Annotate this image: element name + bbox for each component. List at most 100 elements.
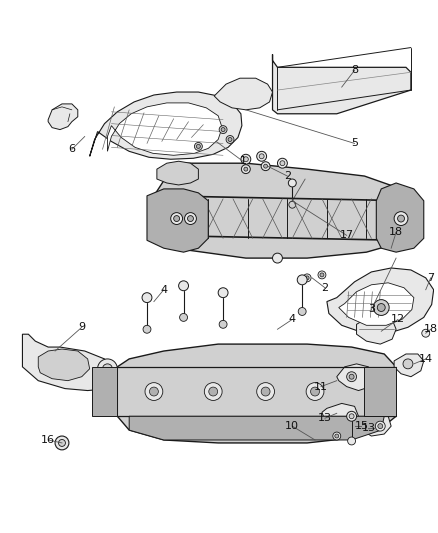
Text: 11: 11 — [314, 382, 328, 392]
Circle shape — [226, 135, 234, 143]
Polygon shape — [322, 403, 359, 426]
Circle shape — [318, 271, 326, 279]
Circle shape — [349, 414, 354, 419]
Circle shape — [306, 383, 324, 400]
Text: 5: 5 — [351, 139, 358, 148]
Circle shape — [209, 387, 218, 396]
Circle shape — [187, 215, 194, 222]
Circle shape — [277, 158, 287, 168]
Circle shape — [219, 126, 227, 134]
Text: 6: 6 — [68, 144, 75, 155]
Circle shape — [403, 359, 413, 369]
Polygon shape — [129, 416, 384, 440]
Circle shape — [272, 253, 283, 263]
Text: 18: 18 — [389, 228, 403, 237]
Polygon shape — [149, 163, 414, 258]
Circle shape — [174, 215, 180, 222]
Text: 16: 16 — [41, 435, 55, 445]
Polygon shape — [339, 283, 414, 325]
Circle shape — [378, 424, 383, 429]
Text: 17: 17 — [339, 230, 354, 240]
Circle shape — [261, 387, 270, 396]
Polygon shape — [117, 344, 396, 443]
Polygon shape — [38, 349, 90, 381]
Circle shape — [102, 364, 113, 374]
Polygon shape — [22, 334, 117, 391]
Polygon shape — [147, 189, 208, 252]
Polygon shape — [107, 103, 222, 155]
Text: 3: 3 — [368, 304, 375, 314]
Circle shape — [257, 383, 275, 400]
Text: 8: 8 — [351, 65, 358, 75]
Circle shape — [259, 154, 264, 159]
Circle shape — [275, 256, 280, 261]
Circle shape — [377, 304, 385, 311]
Text: 7: 7 — [427, 273, 434, 283]
Polygon shape — [364, 367, 396, 416]
Circle shape — [422, 329, 430, 337]
Circle shape — [298, 308, 306, 316]
Circle shape — [142, 293, 152, 303]
Circle shape — [375, 421, 385, 431]
Circle shape — [204, 383, 222, 400]
Circle shape — [346, 372, 357, 382]
Text: 4: 4 — [289, 314, 296, 325]
Polygon shape — [337, 364, 374, 391]
Circle shape — [171, 213, 183, 224]
Circle shape — [305, 276, 309, 280]
Circle shape — [348, 437, 356, 445]
Polygon shape — [394, 354, 424, 377]
Polygon shape — [92, 367, 117, 416]
Text: 13: 13 — [318, 413, 332, 423]
Circle shape — [244, 157, 248, 161]
Text: 18: 18 — [424, 324, 438, 334]
Text: 1: 1 — [240, 156, 246, 166]
Text: 15: 15 — [354, 421, 368, 431]
Circle shape — [241, 165, 250, 174]
Circle shape — [335, 434, 339, 438]
Circle shape — [149, 387, 159, 396]
Polygon shape — [90, 92, 242, 159]
Circle shape — [180, 313, 187, 321]
Text: 2: 2 — [321, 282, 328, 293]
Circle shape — [55, 436, 69, 450]
Polygon shape — [327, 268, 434, 333]
Circle shape — [346, 411, 357, 421]
Circle shape — [218, 288, 228, 297]
Circle shape — [288, 179, 296, 187]
Circle shape — [289, 201, 296, 208]
Circle shape — [228, 138, 232, 141]
Polygon shape — [157, 161, 198, 185]
Circle shape — [424, 331, 428, 335]
Circle shape — [59, 440, 65, 447]
Circle shape — [333, 432, 341, 440]
Polygon shape — [376, 183, 424, 252]
Circle shape — [297, 275, 307, 285]
Circle shape — [320, 273, 324, 277]
Circle shape — [394, 212, 408, 225]
Text: 12: 12 — [391, 314, 405, 325]
Circle shape — [398, 215, 404, 222]
Polygon shape — [48, 104, 78, 130]
Circle shape — [145, 383, 163, 400]
Circle shape — [194, 142, 202, 150]
Text: 9: 9 — [78, 322, 85, 332]
Circle shape — [196, 144, 200, 148]
Circle shape — [241, 155, 251, 164]
Text: 14: 14 — [419, 354, 433, 364]
Circle shape — [257, 151, 267, 161]
Circle shape — [303, 274, 311, 282]
Polygon shape — [214, 78, 272, 110]
Circle shape — [373, 300, 389, 316]
Circle shape — [244, 167, 248, 171]
Polygon shape — [272, 54, 411, 114]
Circle shape — [219, 320, 227, 328]
Text: 4: 4 — [160, 285, 167, 295]
Circle shape — [261, 161, 270, 171]
Circle shape — [98, 359, 117, 378]
Circle shape — [311, 387, 319, 396]
Text: 10: 10 — [285, 421, 299, 431]
Polygon shape — [359, 413, 391, 436]
Circle shape — [179, 281, 188, 290]
Circle shape — [184, 213, 196, 224]
